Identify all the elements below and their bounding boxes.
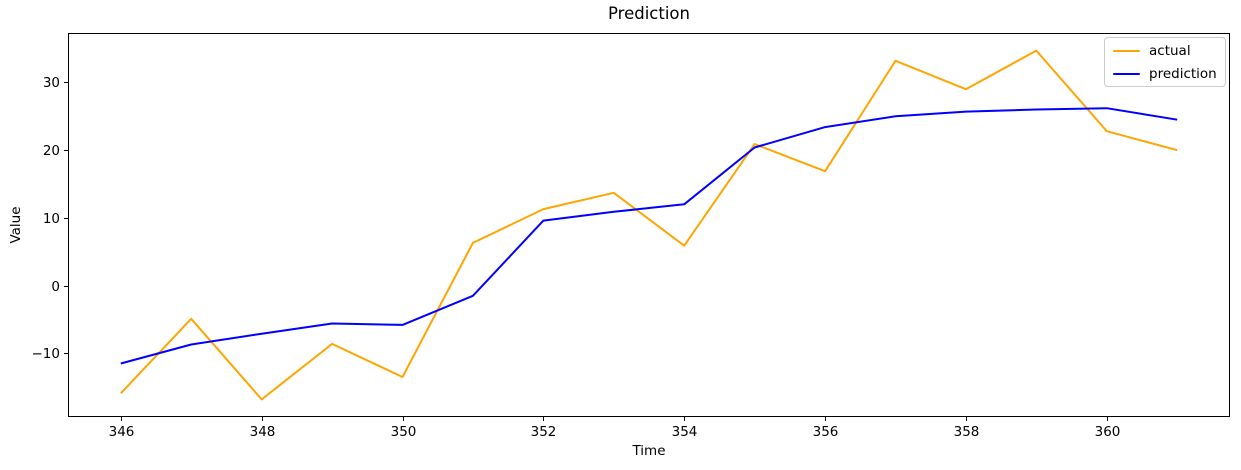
y-tick-label: 30 — [43, 75, 60, 91]
x-tick-label: 350 — [391, 424, 417, 440]
actual-line-swatch — [1113, 49, 1140, 52]
y-tick-label: 0 — [51, 279, 60, 295]
legend-item-actual: actual — [1113, 42, 1217, 59]
x-tick-label: 356 — [813, 424, 839, 440]
legend: actual prediction — [1104, 37, 1226, 87]
chart-title: Prediction — [608, 4, 690, 23]
x-tick-label: 352 — [531, 424, 557, 440]
legend-label-actual: actual — [1149, 42, 1191, 59]
plot-border — [68, 33, 1230, 417]
x-tick-label: 348 — [250, 424, 276, 440]
y-tick-label: 20 — [43, 143, 60, 159]
prediction-line — [120, 107, 1178, 365]
prediction-line-swatch — [1113, 72, 1140, 75]
y-tick-label: −10 — [32, 346, 61, 362]
y-tick-label: 10 — [43, 211, 60, 227]
legend-label-prediction: prediction — [1149, 65, 1217, 82]
x-tick-label: 360 — [1095, 424, 1121, 440]
actual-line — [120, 49, 1178, 401]
legend-item-prediction: prediction — [1113, 65, 1217, 82]
x-tick-label: 346 — [109, 424, 135, 440]
x-tick-label: 358 — [954, 424, 980, 440]
x-axis-label: Time — [632, 443, 666, 459]
x-tick-label: 354 — [672, 424, 698, 440]
